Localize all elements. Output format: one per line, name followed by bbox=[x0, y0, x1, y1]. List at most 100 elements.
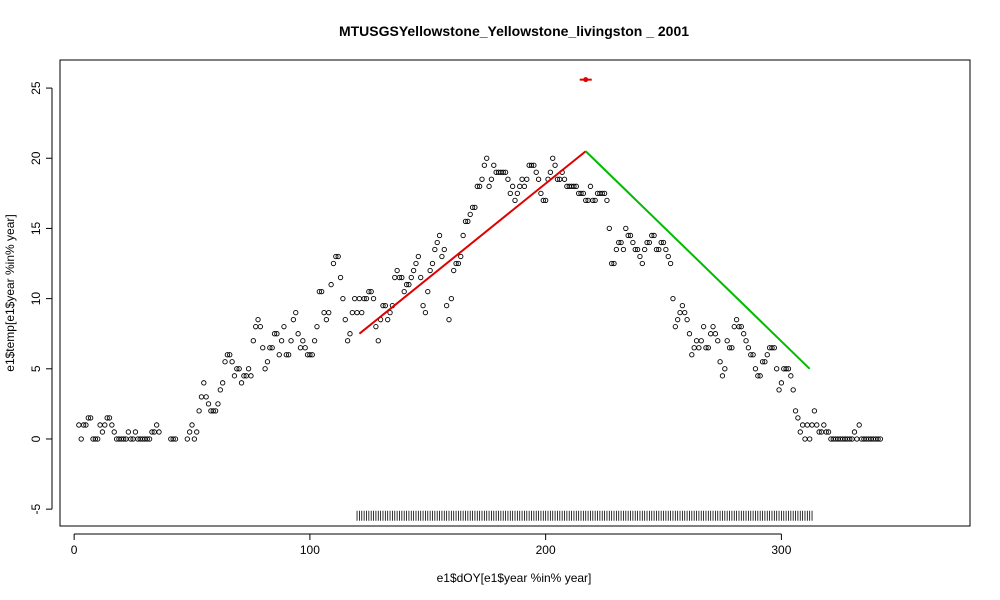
y-tick-label: 5 bbox=[29, 365, 43, 372]
data-point bbox=[797, 429, 803, 435]
data-point bbox=[255, 317, 261, 323]
data-point bbox=[491, 162, 497, 168]
data-point bbox=[521, 183, 528, 189]
data-point bbox=[755, 373, 761, 379]
trend-lines bbox=[358, 150, 811, 370]
data-point bbox=[439, 253, 445, 260]
data-point bbox=[531, 162, 537, 168]
data-point bbox=[875, 436, 881, 442]
data-point bbox=[340, 295, 346, 302]
data-point bbox=[375, 338, 381, 344]
data-point bbox=[736, 324, 742, 330]
data-point bbox=[429, 260, 436, 267]
peak-marker bbox=[579, 77, 592, 83]
data-point bbox=[316, 288, 322, 295]
data-point bbox=[630, 239, 636, 246]
data-point bbox=[356, 295, 363, 302]
data-point bbox=[337, 274, 344, 281]
y-tick-label: 15 bbox=[29, 221, 43, 235]
data-point bbox=[514, 190, 521, 196]
data-point bbox=[672, 324, 678, 330]
data-point bbox=[224, 352, 231, 358]
data-point bbox=[335, 253, 341, 260]
data-point bbox=[547, 169, 554, 175]
data-point bbox=[269, 345, 275, 351]
data-point bbox=[198, 394, 205, 400]
data-point bbox=[111, 429, 117, 435]
data-point bbox=[762, 359, 768, 365]
data-point bbox=[667, 260, 674, 267]
data-point bbox=[451, 267, 457, 274]
data-point bbox=[656, 246, 662, 253]
data-point bbox=[288, 338, 294, 344]
data-point bbox=[748, 352, 754, 358]
data-point bbox=[606, 225, 612, 232]
data-point bbox=[750, 352, 756, 358]
data-point bbox=[479, 176, 485, 182]
y-axis-label: e1$temp[e1$year %in% year] bbox=[3, 214, 17, 371]
data-point bbox=[703, 345, 709, 351]
data-point bbox=[231, 373, 238, 379]
data-point bbox=[823, 429, 829, 435]
data-point bbox=[366, 288, 372, 295]
data-point bbox=[446, 317, 452, 323]
data-point bbox=[592, 197, 598, 204]
data-point bbox=[385, 317, 391, 323]
data-point bbox=[297, 345, 304, 351]
data-point bbox=[410, 267, 417, 274]
x-tick-label: 100 bbox=[300, 543, 320, 557]
data-point bbox=[469, 204, 476, 211]
data-point bbox=[276, 352, 282, 358]
data-point bbox=[271, 331, 278, 337]
data-point bbox=[295, 331, 301, 337]
data-point bbox=[314, 324, 320, 330]
data-point bbox=[253, 324, 259, 330]
data-point bbox=[146, 436, 153, 442]
data-point bbox=[590, 197, 596, 204]
data-point bbox=[420, 302, 426, 309]
data-point bbox=[679, 302, 686, 309]
data-point bbox=[264, 359, 271, 365]
data-point bbox=[290, 317, 297, 323]
data-point bbox=[427, 267, 433, 274]
data-point bbox=[804, 422, 810, 428]
data-point bbox=[422, 310, 429, 316]
data-point bbox=[604, 197, 610, 204]
data-point bbox=[745, 345, 752, 351]
data-point bbox=[646, 239, 653, 246]
data-point bbox=[535, 176, 542, 182]
data-point bbox=[154, 422, 160, 428]
data-point bbox=[677, 310, 683, 316]
data-point bbox=[693, 338, 700, 344]
data-point bbox=[764, 352, 770, 358]
trend-line bbox=[585, 150, 811, 370]
data-point bbox=[387, 310, 393, 316]
data-point bbox=[396, 274, 403, 281]
data-point bbox=[220, 380, 226, 386]
data-point bbox=[524, 176, 530, 182]
data-point bbox=[856, 422, 862, 428]
data-point bbox=[689, 352, 695, 358]
data-point bbox=[352, 295, 358, 302]
data-point bbox=[238, 380, 245, 386]
data-point bbox=[611, 260, 617, 267]
data-point bbox=[795, 415, 801, 421]
data-point bbox=[236, 366, 242, 372]
data-point bbox=[719, 373, 726, 379]
data-point bbox=[726, 345, 733, 351]
y-tick-label: 25 bbox=[29, 81, 43, 95]
data-point bbox=[847, 436, 853, 442]
data-point bbox=[854, 436, 860, 442]
data-point bbox=[722, 366, 728, 372]
y-axis: -5 0 5 10 15 20 25 bbox=[29, 81, 53, 514]
data-point bbox=[302, 345, 308, 351]
data-point bbox=[432, 246, 438, 253]
data-point bbox=[517, 183, 523, 189]
data-point bbox=[370, 295, 377, 302]
plot-frame bbox=[59, 59, 971, 527]
rug-marks bbox=[356, 510, 813, 521]
data-point bbox=[436, 232, 443, 239]
data-point bbox=[392, 274, 398, 281]
data-point bbox=[229, 359, 235, 365]
x-axis-label: e1$dOY[e1$year %in% year] bbox=[437, 571, 592, 585]
